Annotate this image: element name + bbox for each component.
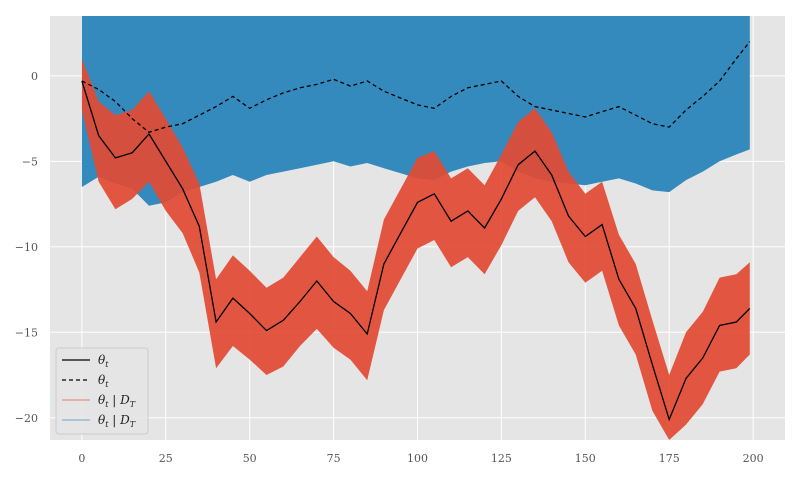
y-axis-ticks: 0 −5 −10 −15 −20 bbox=[15, 70, 38, 425]
series-blue-band bbox=[81, 16, 750, 206]
legend-label: θt | DT bbox=[98, 413, 136, 429]
y-tick-label: −10 bbox=[15, 241, 38, 254]
x-tick-label: 150 bbox=[575, 452, 596, 465]
x-tick-label: 75 bbox=[327, 452, 341, 465]
x-tick-label: 175 bbox=[659, 452, 680, 465]
x-tick-label: 50 bbox=[243, 452, 257, 465]
y-tick-label: 0 bbox=[31, 70, 38, 83]
y-tick-label: −15 bbox=[15, 326, 38, 339]
legend-label: θt bbox=[98, 353, 109, 369]
x-tick-label: 125 bbox=[491, 452, 512, 465]
y-tick-label: −20 bbox=[15, 412, 38, 425]
series-solid-line bbox=[81, 80, 751, 422]
series-red-band bbox=[81, 58, 750, 440]
x-axis-ticks: 0 25 50 75 100 125 150 175 200 bbox=[78, 452, 763, 465]
bands bbox=[81, 16, 750, 440]
x-tick-label: 25 bbox=[159, 452, 173, 465]
y-tick-label: −5 bbox=[22, 155, 38, 168]
series-dashed-line bbox=[81, 41, 751, 134]
legend-box bbox=[55, 347, 149, 435]
x-tick-label: 200 bbox=[743, 452, 764, 465]
x-tick-label: 100 bbox=[407, 452, 428, 465]
legend-label: θt | DT bbox=[98, 393, 136, 409]
legend-label: θt bbox=[98, 373, 109, 389]
x-tick-label: 0 bbox=[78, 452, 85, 465]
legend: θt θt θt | DT θt | DT bbox=[55, 347, 149, 435]
